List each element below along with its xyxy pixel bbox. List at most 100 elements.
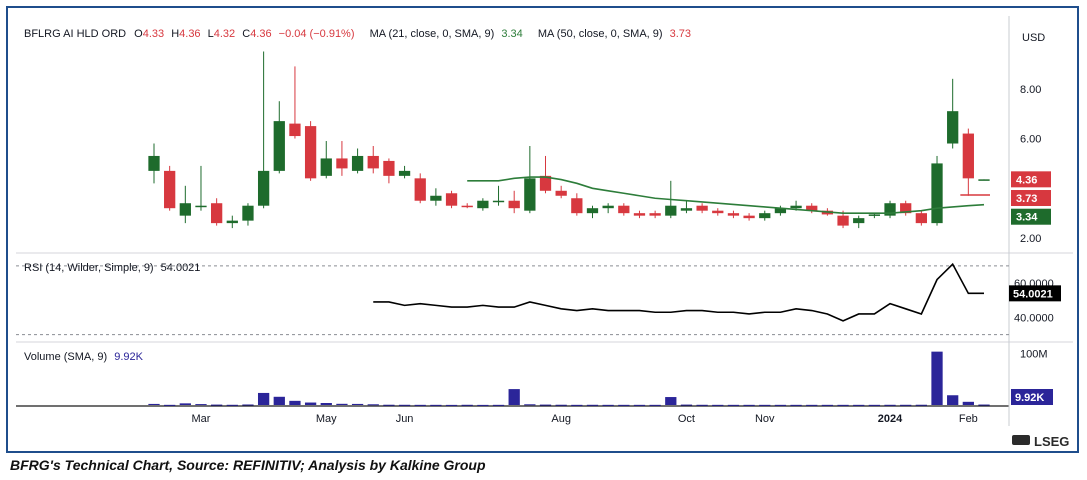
candle [743, 213, 755, 221]
last-price-badge: 4.36 [1011, 171, 1051, 188]
price-axis-ticks: 2.00 6.00 8.00 [1020, 84, 1041, 245]
candle-body [508, 200, 520, 209]
candle [539, 155, 552, 194]
lseg-logo: LSEG [1012, 434, 1069, 447]
candle-body [743, 215, 755, 219]
candle-body [915, 213, 927, 224]
candle-body [414, 178, 426, 201]
candle-body [148, 155, 160, 171]
volume-bar [633, 404, 646, 406]
candle [712, 208, 724, 216]
candle [853, 215, 865, 229]
volume-bar [226, 404, 238, 406]
candle-body [712, 210, 724, 214]
volume-bar [978, 404, 990, 406]
close-label: C [242, 28, 250, 40]
candle-body [195, 205, 207, 208]
candle [947, 78, 959, 149]
volume-bar [367, 404, 379, 406]
candle [430, 188, 442, 206]
candle [273, 101, 285, 174]
volume-bar [445, 404, 458, 406]
volume-bar [398, 404, 411, 406]
candle [461, 203, 473, 209]
volume-bar [947, 395, 959, 405]
candle [398, 165, 411, 179]
svg-text:Volume (SMA, 9) 9.92K: Volume (SMA, 9) 9.92K [24, 351, 144, 363]
candle-body [602, 205, 614, 209]
volume-bar [148, 403, 160, 405]
candle-body [759, 213, 771, 219]
candle-body [461, 205, 473, 208]
candle [900, 200, 912, 216]
volume-bar [743, 404, 755, 406]
volume-tick-label: 100M [1020, 349, 1048, 361]
candle-body [680, 208, 693, 211]
volume-bar [211, 404, 223, 406]
candle [383, 158, 395, 184]
candle-body [242, 205, 254, 221]
candle [148, 143, 160, 184]
volume-bar [837, 404, 849, 406]
open-label: O [134, 28, 143, 40]
svg-text:3.73: 3.73 [1016, 193, 1037, 205]
candle [555, 185, 567, 199]
volume-bar [853, 404, 865, 406]
volume-bar [430, 404, 442, 406]
candle-body [868, 214, 881, 216]
candle [915, 210, 927, 226]
volume-bar [351, 403, 364, 405]
volume-bar [665, 397, 677, 405]
volume-bar [712, 404, 724, 406]
candle-body [774, 208, 787, 214]
candle-body [211, 203, 223, 224]
volume-bar [555, 404, 567, 406]
candle-body [665, 205, 677, 216]
candle-body [430, 195, 442, 201]
volume-bar [179, 403, 191, 405]
candle [618, 203, 630, 216]
rsi-value: 54.0021 [161, 262, 201, 274]
candle-body [398, 170, 411, 176]
candle [195, 165, 207, 211]
candle-body [164, 170, 176, 209]
ma21-value: 3.34 [501, 28, 522, 40]
volume-bar [242, 404, 254, 406]
candle [226, 215, 238, 229]
ma21-line [467, 176, 985, 214]
candle [884, 200, 896, 219]
candle-body [947, 111, 959, 144]
price-tick-label: 6.00 [1020, 134, 1041, 146]
candle-body [524, 178, 536, 211]
volume-bar [602, 404, 614, 406]
candle-body [257, 170, 270, 206]
candle-body [586, 208, 599, 214]
candle-body [320, 158, 332, 176]
candle [868, 213, 881, 219]
candle [304, 121, 317, 181]
candle [164, 165, 176, 211]
volume-layer [148, 351, 990, 406]
time-axis-label: Mar [192, 413, 211, 425]
candle-body [962, 133, 974, 179]
candle [492, 185, 505, 206]
candle-body [367, 155, 379, 169]
volume-value: 9.92K [114, 351, 143, 363]
volume-bar [304, 402, 317, 405]
candle-body [649, 213, 661, 216]
volume-bar [289, 400, 301, 405]
rsi-line [373, 262, 984, 322]
candle [680, 200, 693, 214]
candle [289, 66, 301, 139]
volume-bar [257, 392, 270, 405]
candle [445, 190, 458, 209]
candle [806, 203, 818, 214]
candle [477, 198, 489, 211]
candle-body [383, 160, 395, 176]
candle [649, 210, 661, 219]
volume-bar [524, 404, 536, 406]
volume-bar [774, 404, 787, 406]
volume-bar [461, 404, 473, 406]
svg-text:4.36: 4.36 [1016, 174, 1037, 186]
high-label: H [171, 28, 179, 40]
